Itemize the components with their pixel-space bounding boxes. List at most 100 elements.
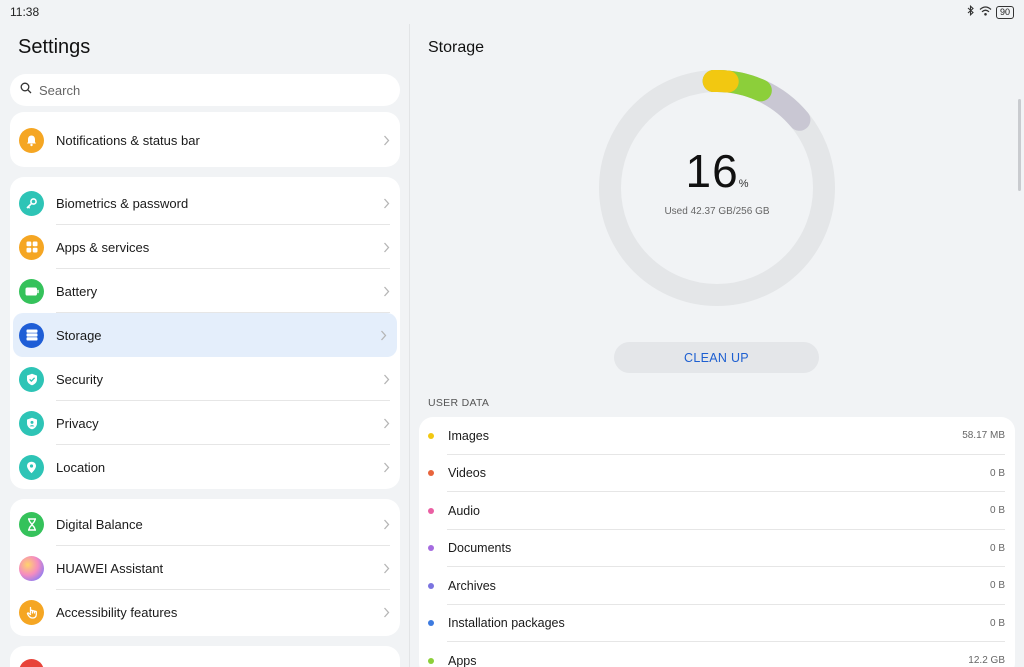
- search-placeholder: Search: [39, 82, 81, 98]
- list-item-label: Apps: [448, 653, 477, 667]
- color-dot: [428, 657, 434, 664]
- list-item-label: Documents: [448, 541, 512, 556]
- row-divider: [447, 641, 1005, 642]
- chevron-right-icon: [383, 196, 390, 214]
- settings-group-2: Biometrics & password Apps & services Ba…: [10, 177, 400, 489]
- chevron-right-icon: [383, 372, 390, 390]
- color-dot: [428, 582, 434, 589]
- settings-group-1: Notifications & status bar: [10, 112, 400, 167]
- clean-up-button[interactable]: CLEAN UP: [614, 342, 819, 373]
- row-divider: [56, 400, 390, 401]
- list-item-audio[interactable]: Audio 0 B: [419, 492, 1015, 530]
- privacy-shield-icon: [19, 410, 44, 436]
- row-divider: [447, 491, 1005, 492]
- settings-item-battery[interactable]: Battery: [10, 269, 400, 313]
- row-divider: [56, 444, 390, 445]
- search-icon: [20, 81, 32, 99]
- wifi-icon: [979, 5, 992, 19]
- settings-item-label: HUAWEI Assistant: [56, 560, 164, 576]
- color-dot: [428, 432, 434, 439]
- row-divider: [56, 545, 390, 546]
- chevron-right-icon: [383, 605, 390, 623]
- list-item-value: 58.17 MB: [962, 430, 1005, 442]
- list-item-apps[interactable]: Apps 12.2 GB: [419, 642, 1015, 667]
- settings-item-label: Storage: [56, 327, 102, 343]
- app-icon: [19, 658, 44, 667]
- list-item-label: Installation packages: [448, 616, 565, 631]
- gauge-arc-images: [702, 69, 739, 93]
- status-bar: 11:38 90: [0, 0, 1024, 24]
- storage-used-text: Used 42.37 GB/256 GB: [664, 206, 770, 217]
- list-item-videos[interactable]: Videos 0 B: [419, 455, 1015, 492]
- settings-item-location[interactable]: Location: [10, 445, 400, 489]
- hand-icon: [19, 599, 44, 625]
- row-divider: [56, 224, 390, 225]
- storage-percent-sign: %: [738, 178, 749, 190]
- settings-item-partial[interactable]: [10, 646, 400, 667]
- panel-divider: [409, 24, 410, 667]
- assistant-orb-icon: [19, 555, 44, 581]
- color-dot: [428, 507, 434, 514]
- section-label-user-data: USER DATA: [428, 397, 490, 409]
- settings-item-notifications[interactable]: Notifications & status bar: [10, 118, 400, 162]
- settings-item-label: Notifications & status bar: [56, 132, 200, 148]
- chevron-right-icon: [383, 133, 390, 151]
- chevron-right-icon: [383, 561, 390, 579]
- chevron-right-icon: [383, 517, 390, 535]
- list-item-label: Images: [448, 428, 489, 443]
- row-divider: [56, 268, 390, 269]
- color-dot: [428, 470, 434, 477]
- search-input[interactable]: Search: [10, 74, 400, 106]
- status-time: 11:38: [10, 5, 40, 19]
- color-dot: [428, 620, 434, 627]
- list-item-value: 12.2 GB: [968, 655, 1005, 667]
- chevron-right-icon: [380, 328, 387, 346]
- chevron-right-icon: [383, 284, 390, 302]
- chevron-right-icon: [383, 416, 390, 434]
- list-item-installation-packages[interactable]: Installation packages 0 B: [419, 605, 1015, 642]
- settings-item-privacy[interactable]: Privacy: [10, 401, 400, 445]
- settings-item-label: Digital Balance: [56, 516, 143, 532]
- settings-group-3: Digital Balance HUAWEI Assistant Accessi…: [10, 499, 400, 636]
- list-item-value: 0 B: [989, 580, 1005, 592]
- list-item-images[interactable]: Images 58.17 MB: [419, 417, 1015, 455]
- bluetooth-icon: [967, 4, 975, 19]
- battery-indicator: 90: [995, 5, 1014, 19]
- settings-item-accessibility[interactable]: Accessibility features: [10, 590, 400, 634]
- settings-title: Settings: [18, 36, 91, 58]
- settings-item-digital-balance[interactable]: Digital Balance: [10, 502, 400, 546]
- row-divider: [447, 453, 1005, 455]
- bell-icon: [19, 127, 44, 153]
- settings-group-4: [10, 646, 400, 667]
- settings-item-biometrics[interactable]: Biometrics & password: [10, 181, 400, 225]
- settings-item-label: Biometrics & password: [56, 195, 189, 211]
- chevron-right-icon: [383, 460, 390, 478]
- settings-item-huawei-assistant[interactable]: HUAWEI Assistant: [10, 546, 400, 590]
- row-divider: [447, 566, 1005, 567]
- list-item-value: 0 B: [989, 542, 1005, 554]
- storage-panel: Storage 16% Used 42.37 GB/256 GB CLEAN U…: [410, 24, 1024, 667]
- list-item-label: Archives: [448, 578, 496, 593]
- list-item-archives[interactable]: Archives 0 B: [419, 567, 1015, 605]
- settings-item-label: Battery: [56, 283, 98, 299]
- list-item-value: 0 B: [989, 617, 1005, 629]
- settings-item-storage[interactable]: Storage: [13, 313, 397, 357]
- list-item-value: 0 B: [989, 467, 1005, 479]
- settings-item-apps[interactable]: Apps & services: [10, 225, 400, 269]
- settings-item-security[interactable]: Security: [10, 357, 400, 401]
- storage-icon: [19, 322, 44, 348]
- scrollbar[interactable]: [1018, 99, 1021, 191]
- list-item-documents[interactable]: Documents 0 B: [419, 530, 1015, 567]
- user-data-list: Images 58.17 MB Videos 0 B Audio 0 B Doc…: [419, 417, 1015, 667]
- settings-item-label: Apps & services: [56, 239, 150, 255]
- shield-check-icon: [19, 366, 44, 392]
- settings-item-label: Security: [56, 371, 103, 387]
- battery-icon: [19, 278, 44, 304]
- key-icon: [19, 190, 44, 216]
- storage-percent-value: 16: [685, 145, 739, 197]
- location-pin-icon: [19, 454, 44, 480]
- list-item-label: Videos: [448, 466, 486, 481]
- color-dot: [428, 545, 434, 552]
- chevron-right-icon: [383, 240, 390, 258]
- page-title: Storage: [428, 39, 485, 56]
